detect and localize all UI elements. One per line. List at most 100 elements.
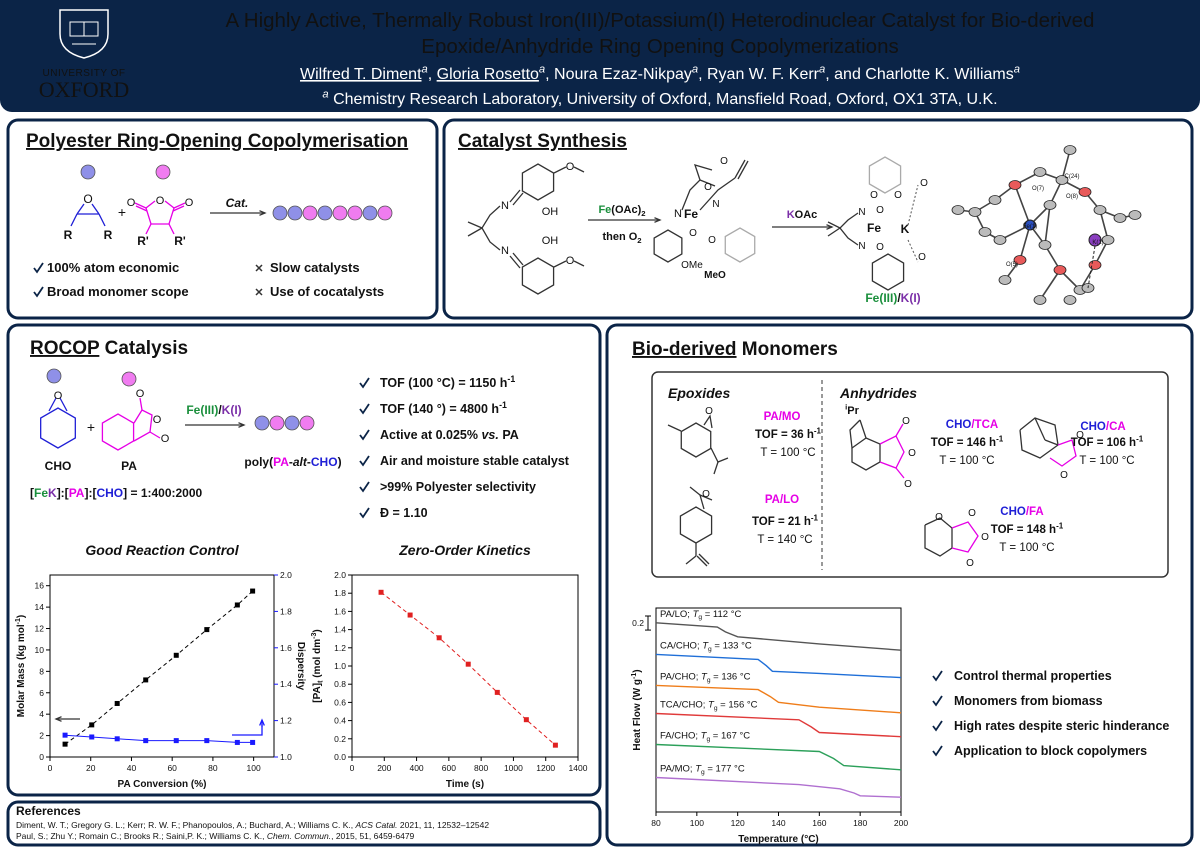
text-run: K(I) — [222, 403, 242, 417]
y-tick-label: 2.0 — [334, 570, 346, 580]
panel-title: Catalyst Synthesis — [458, 131, 627, 152]
monomer-bead — [80, 164, 96, 180]
panel — [6, 118, 439, 320]
tof-label: TOF = 36 h-1 — [755, 426, 822, 441]
ring — [871, 253, 905, 291]
trace-label: CA/CHO; Tg = 133 °C — [660, 640, 752, 652]
text-run: ]:[ — [57, 486, 69, 500]
crystal-atom — [1063, 145, 1077, 155]
text-run: CHO — [1000, 506, 1026, 518]
y-tick-label: 2 — [39, 731, 44, 741]
dative-bond — [1087, 245, 1096, 289]
text-run: [PA] — [312, 683, 323, 703]
atom-label: MeO — [704, 270, 726, 281]
x-tick-label: 100 — [690, 818, 704, 828]
text-run: g — [698, 614, 702, 621]
atom-label: K — [901, 222, 910, 236]
header-band — [0, 0, 1200, 112]
crystal-atom — [1078, 187, 1092, 197]
section-heading: Epoxides — [668, 385, 730, 401]
logo-book — [69, 21, 99, 45]
atom-label: O — [161, 433, 170, 445]
check-icon — [359, 429, 370, 441]
atom-label: O — [185, 197, 194, 209]
ring — [653, 229, 683, 263]
bond — [48, 397, 57, 412]
atom-label: O — [876, 242, 884, 253]
data-point — [494, 689, 500, 695]
data-point — [204, 738, 210, 744]
product-label: Fe(III)/K(I) — [865, 291, 920, 305]
x-tick-label: 1200 — [536, 763, 555, 773]
text-run: K — [787, 209, 795, 221]
crystal-label: O(8) — [1066, 194, 1078, 200]
text-run: t — [318, 680, 325, 683]
crystal-atom — [978, 227, 992, 237]
crystal-bond — [1014, 184, 1031, 226]
bond — [168, 223, 175, 235]
text-run: TOF = 21 h — [752, 516, 811, 528]
bond — [98, 213, 106, 227]
text-run: a — [539, 64, 545, 76]
bond — [173, 202, 186, 209]
x-tick-label: 180 — [853, 818, 867, 828]
text-run: T — [701, 730, 708, 741]
text-run: Ryan W. F. Kerr — [707, 66, 820, 83]
text-run: g — [714, 705, 718, 712]
text-run: -1 — [811, 513, 819, 522]
text-run: Heat Flow (W g — [632, 679, 643, 751]
atom-label: O — [966, 558, 974, 569]
crystal-atom — [1013, 255, 1027, 265]
monomer-bead — [332, 205, 348, 221]
bond — [91, 203, 100, 215]
bond — [1049, 439, 1077, 467]
panel-title: ROCOP Catalysis — [30, 338, 188, 359]
y-axis-label: [PA]t (mol dm-3) — [311, 629, 325, 702]
text-run: TOF = 148 h — [991, 524, 1056, 536]
text-run: CA/CHO; — [660, 640, 702, 651]
bond — [839, 212, 859, 246]
atom-label: OH — [542, 235, 559, 247]
text-run: PA — [499, 428, 519, 442]
bullet-text: TOF (140 °) = 4800 h-1 — [380, 400, 507, 416]
y2-tick-label: 1.2 — [280, 716, 292, 726]
bond — [827, 227, 841, 237]
data-point — [89, 734, 95, 740]
bond — [699, 179, 716, 187]
bullet-text: TOF (100 °C) = 1150 h-1 — [380, 374, 515, 390]
x-tick-label: 800 — [474, 763, 488, 773]
text-run: Gloria Rosetto — [437, 66, 539, 83]
monomer-label: PA — [121, 459, 137, 473]
text-run: g — [707, 677, 711, 684]
annotation-arrow — [232, 724, 263, 736]
crystal-atom — [1128, 210, 1142, 220]
text-run: -1 — [1136, 434, 1144, 443]
cross-icon — [255, 288, 263, 296]
dative-bond — [907, 184, 919, 263]
bond — [851, 437, 881, 471]
x-tick-label: 200 — [377, 763, 391, 773]
bond — [467, 227, 483, 237]
text-run: /FA — [1026, 506, 1044, 518]
text-run: Fe — [598, 204, 611, 216]
atom-label: O — [689, 228, 697, 239]
atom-label: O — [127, 197, 136, 209]
y-tick-label: 16 — [35, 581, 45, 591]
atom-label: N — [712, 199, 719, 210]
bond — [696, 555, 708, 567]
text-run: Monomers — [737, 339, 838, 360]
atom-label: N — [858, 207, 865, 218]
text-run: Charlotte K. Williams — [865, 66, 1013, 83]
text-run: K(I) — [901, 291, 921, 305]
text-run: / — [218, 403, 222, 417]
crystal-atom — [1038, 240, 1052, 250]
atom-label: O — [918, 252, 926, 263]
atom-label: O — [54, 390, 63, 402]
data-point — [378, 589, 384, 595]
y-tick-label: 1.2 — [334, 643, 346, 653]
text-run: -1 — [499, 400, 507, 410]
atom-label: O — [705, 406, 713, 417]
substituent-label: R — [64, 228, 73, 242]
affiliation: a Chemistry Research Laboratory, Univers… — [322, 89, 997, 108]
